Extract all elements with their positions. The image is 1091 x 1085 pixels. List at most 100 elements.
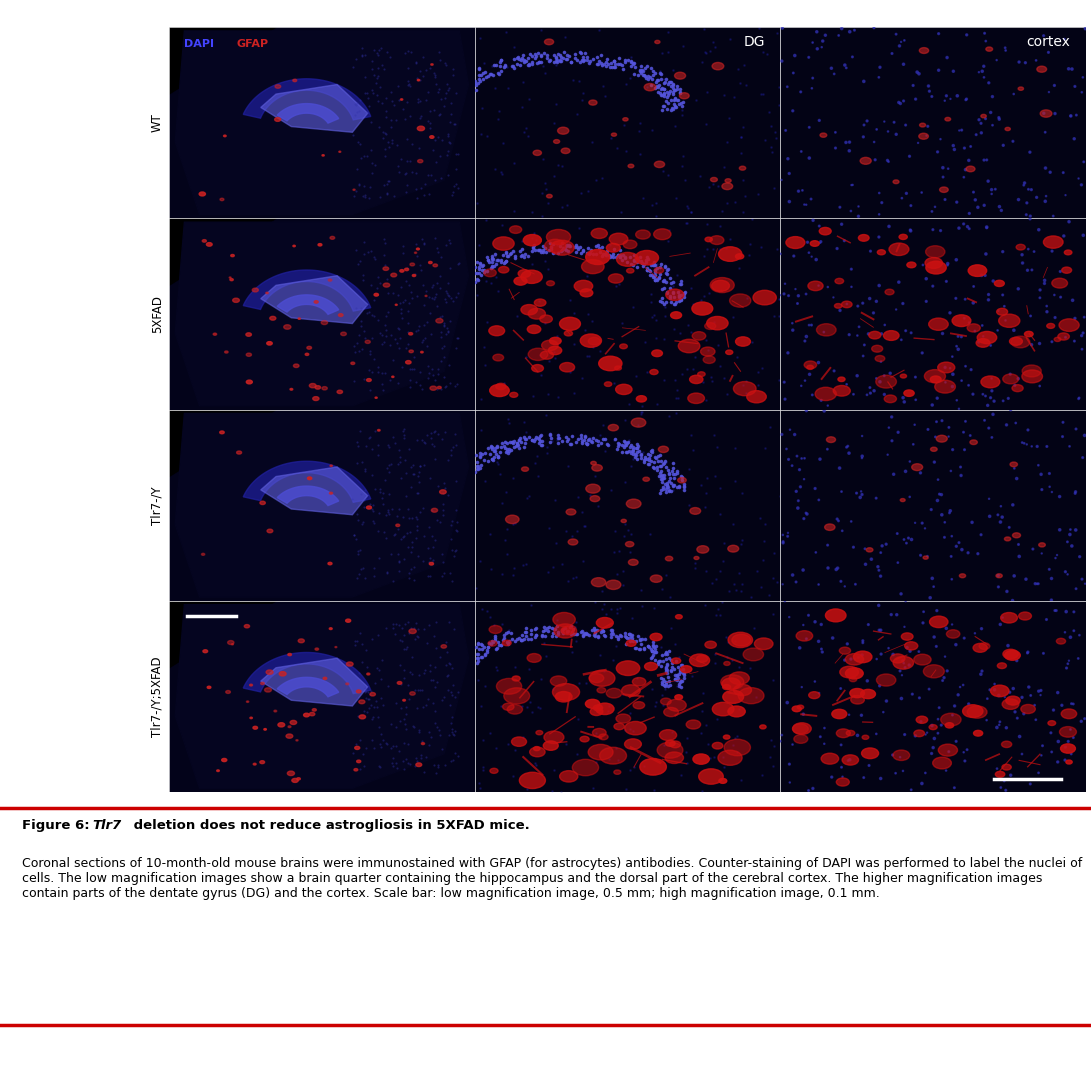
Point xyxy=(628,444,646,461)
Point xyxy=(781,421,799,438)
Circle shape xyxy=(700,347,715,356)
Point xyxy=(636,448,654,465)
Point xyxy=(598,242,615,259)
Point xyxy=(508,50,526,67)
Point xyxy=(475,731,492,749)
Point xyxy=(951,458,969,475)
Circle shape xyxy=(594,705,602,711)
Point xyxy=(379,186,396,203)
Point xyxy=(1004,496,1021,513)
Point xyxy=(664,455,682,472)
Point xyxy=(547,534,564,551)
Point xyxy=(599,436,616,454)
Point xyxy=(609,246,626,264)
Point xyxy=(347,242,364,259)
Point xyxy=(607,637,624,654)
Point xyxy=(709,336,727,354)
Point xyxy=(613,203,631,220)
Point xyxy=(842,513,860,531)
Point xyxy=(396,615,413,633)
Point xyxy=(895,295,912,312)
Point xyxy=(599,50,616,67)
Circle shape xyxy=(322,386,327,390)
Point xyxy=(369,358,386,375)
Point xyxy=(664,61,682,78)
Point xyxy=(558,238,575,255)
Point xyxy=(694,684,711,701)
Point xyxy=(356,330,373,347)
Point xyxy=(1047,602,1065,620)
Point xyxy=(579,305,597,322)
Point xyxy=(562,53,579,71)
Point xyxy=(392,329,409,346)
Point xyxy=(541,234,559,252)
Circle shape xyxy=(374,293,379,296)
Point xyxy=(353,48,371,65)
Point xyxy=(570,711,587,728)
Point xyxy=(927,638,945,655)
Point xyxy=(849,367,866,384)
Point xyxy=(441,288,458,305)
Point xyxy=(385,187,403,204)
Point xyxy=(520,429,538,446)
Circle shape xyxy=(1065,250,1071,255)
Point xyxy=(425,714,443,731)
Point xyxy=(656,478,673,496)
Circle shape xyxy=(970,439,978,445)
Circle shape xyxy=(279,672,286,676)
Point xyxy=(365,248,383,266)
Point xyxy=(346,106,363,124)
Point xyxy=(579,239,597,256)
Point xyxy=(566,618,584,636)
Point xyxy=(524,387,541,405)
Point xyxy=(473,69,491,87)
Circle shape xyxy=(519,773,546,789)
Point xyxy=(468,270,485,288)
Point xyxy=(633,406,650,423)
Point xyxy=(614,576,632,593)
Point xyxy=(393,676,410,693)
Circle shape xyxy=(266,292,268,294)
Point xyxy=(373,335,391,353)
Point xyxy=(410,317,428,334)
Point xyxy=(357,682,374,700)
Point xyxy=(467,463,484,481)
Point xyxy=(750,363,767,381)
Point xyxy=(425,290,443,307)
Point xyxy=(359,690,376,707)
Point xyxy=(537,647,554,664)
Point xyxy=(660,642,678,660)
Point xyxy=(622,525,639,542)
Circle shape xyxy=(367,506,371,509)
Circle shape xyxy=(822,753,839,764)
Point xyxy=(626,251,644,268)
Point xyxy=(517,431,535,448)
Point xyxy=(546,344,563,361)
Point xyxy=(604,247,622,265)
Point xyxy=(662,77,680,94)
Point xyxy=(798,328,815,345)
Point xyxy=(771,487,789,505)
Point xyxy=(670,666,687,684)
Point xyxy=(706,468,723,485)
Point xyxy=(774,726,791,743)
Point xyxy=(583,312,600,330)
Point xyxy=(375,523,393,540)
Point xyxy=(624,450,642,468)
Circle shape xyxy=(707,317,728,330)
Point xyxy=(819,397,837,414)
Point xyxy=(644,642,661,660)
Point xyxy=(437,282,455,299)
Point xyxy=(575,625,592,642)
Point xyxy=(544,235,562,253)
Point xyxy=(981,681,998,699)
Point xyxy=(598,244,615,261)
Point xyxy=(633,404,650,421)
Point xyxy=(895,55,912,73)
Point xyxy=(591,243,609,260)
Point xyxy=(1014,254,1031,271)
Point xyxy=(530,292,548,309)
Point xyxy=(648,458,666,475)
Point xyxy=(870,558,887,575)
Point xyxy=(646,638,663,655)
